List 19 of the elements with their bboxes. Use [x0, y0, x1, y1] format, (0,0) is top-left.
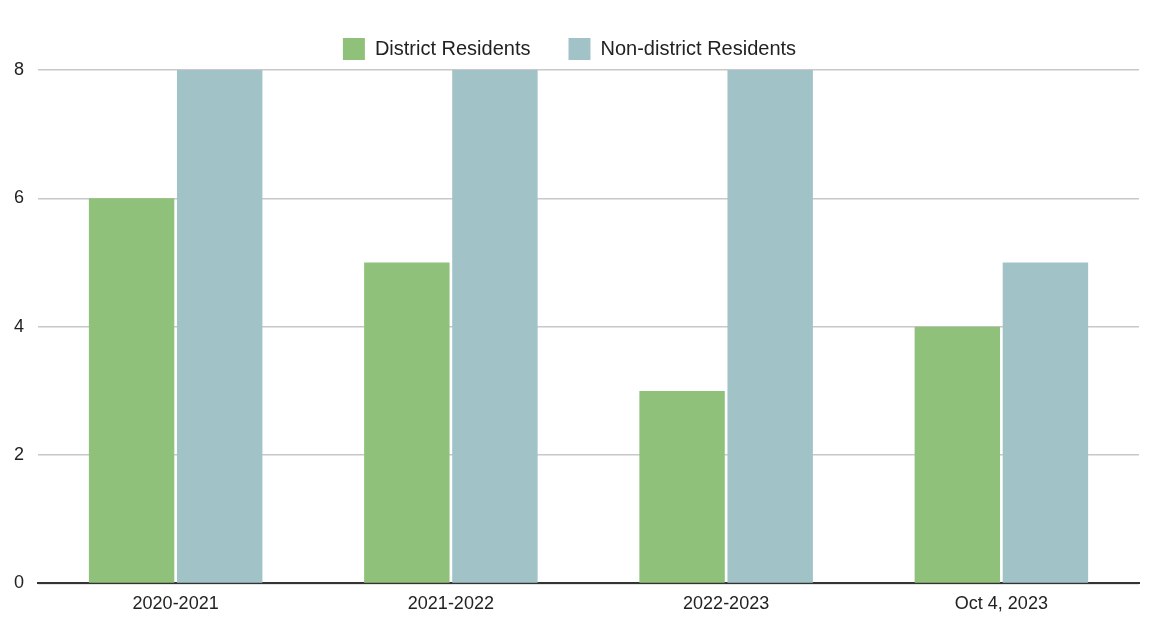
x-tick-label: 2020-2021 — [132, 593, 219, 614]
bar — [88, 198, 175, 583]
bar — [176, 70, 263, 583]
bar — [639, 390, 725, 583]
bar — [452, 70, 538, 583]
bar — [914, 326, 1001, 583]
x-tick-label: Oct 4, 2023 — [954, 593, 1048, 614]
legend-label: District Residents — [374, 36, 531, 59]
bar — [727, 70, 813, 583]
y-tick-label: 4 — [14, 315, 25, 336]
y-tick-label: 2 — [14, 444, 25, 465]
y-tick-label: 0 — [14, 572, 25, 593]
y-tick-label: 6 — [14, 187, 25, 208]
x-tick-label: 2021-2022 — [407, 593, 494, 614]
bar — [1002, 262, 1089, 583]
bar — [364, 262, 450, 583]
legend-label: Non-district Residents — [600, 36, 797, 59]
x-tick-label: 2022-2023 — [683, 593, 770, 614]
y-tick-label: 8 — [14, 58, 25, 79]
